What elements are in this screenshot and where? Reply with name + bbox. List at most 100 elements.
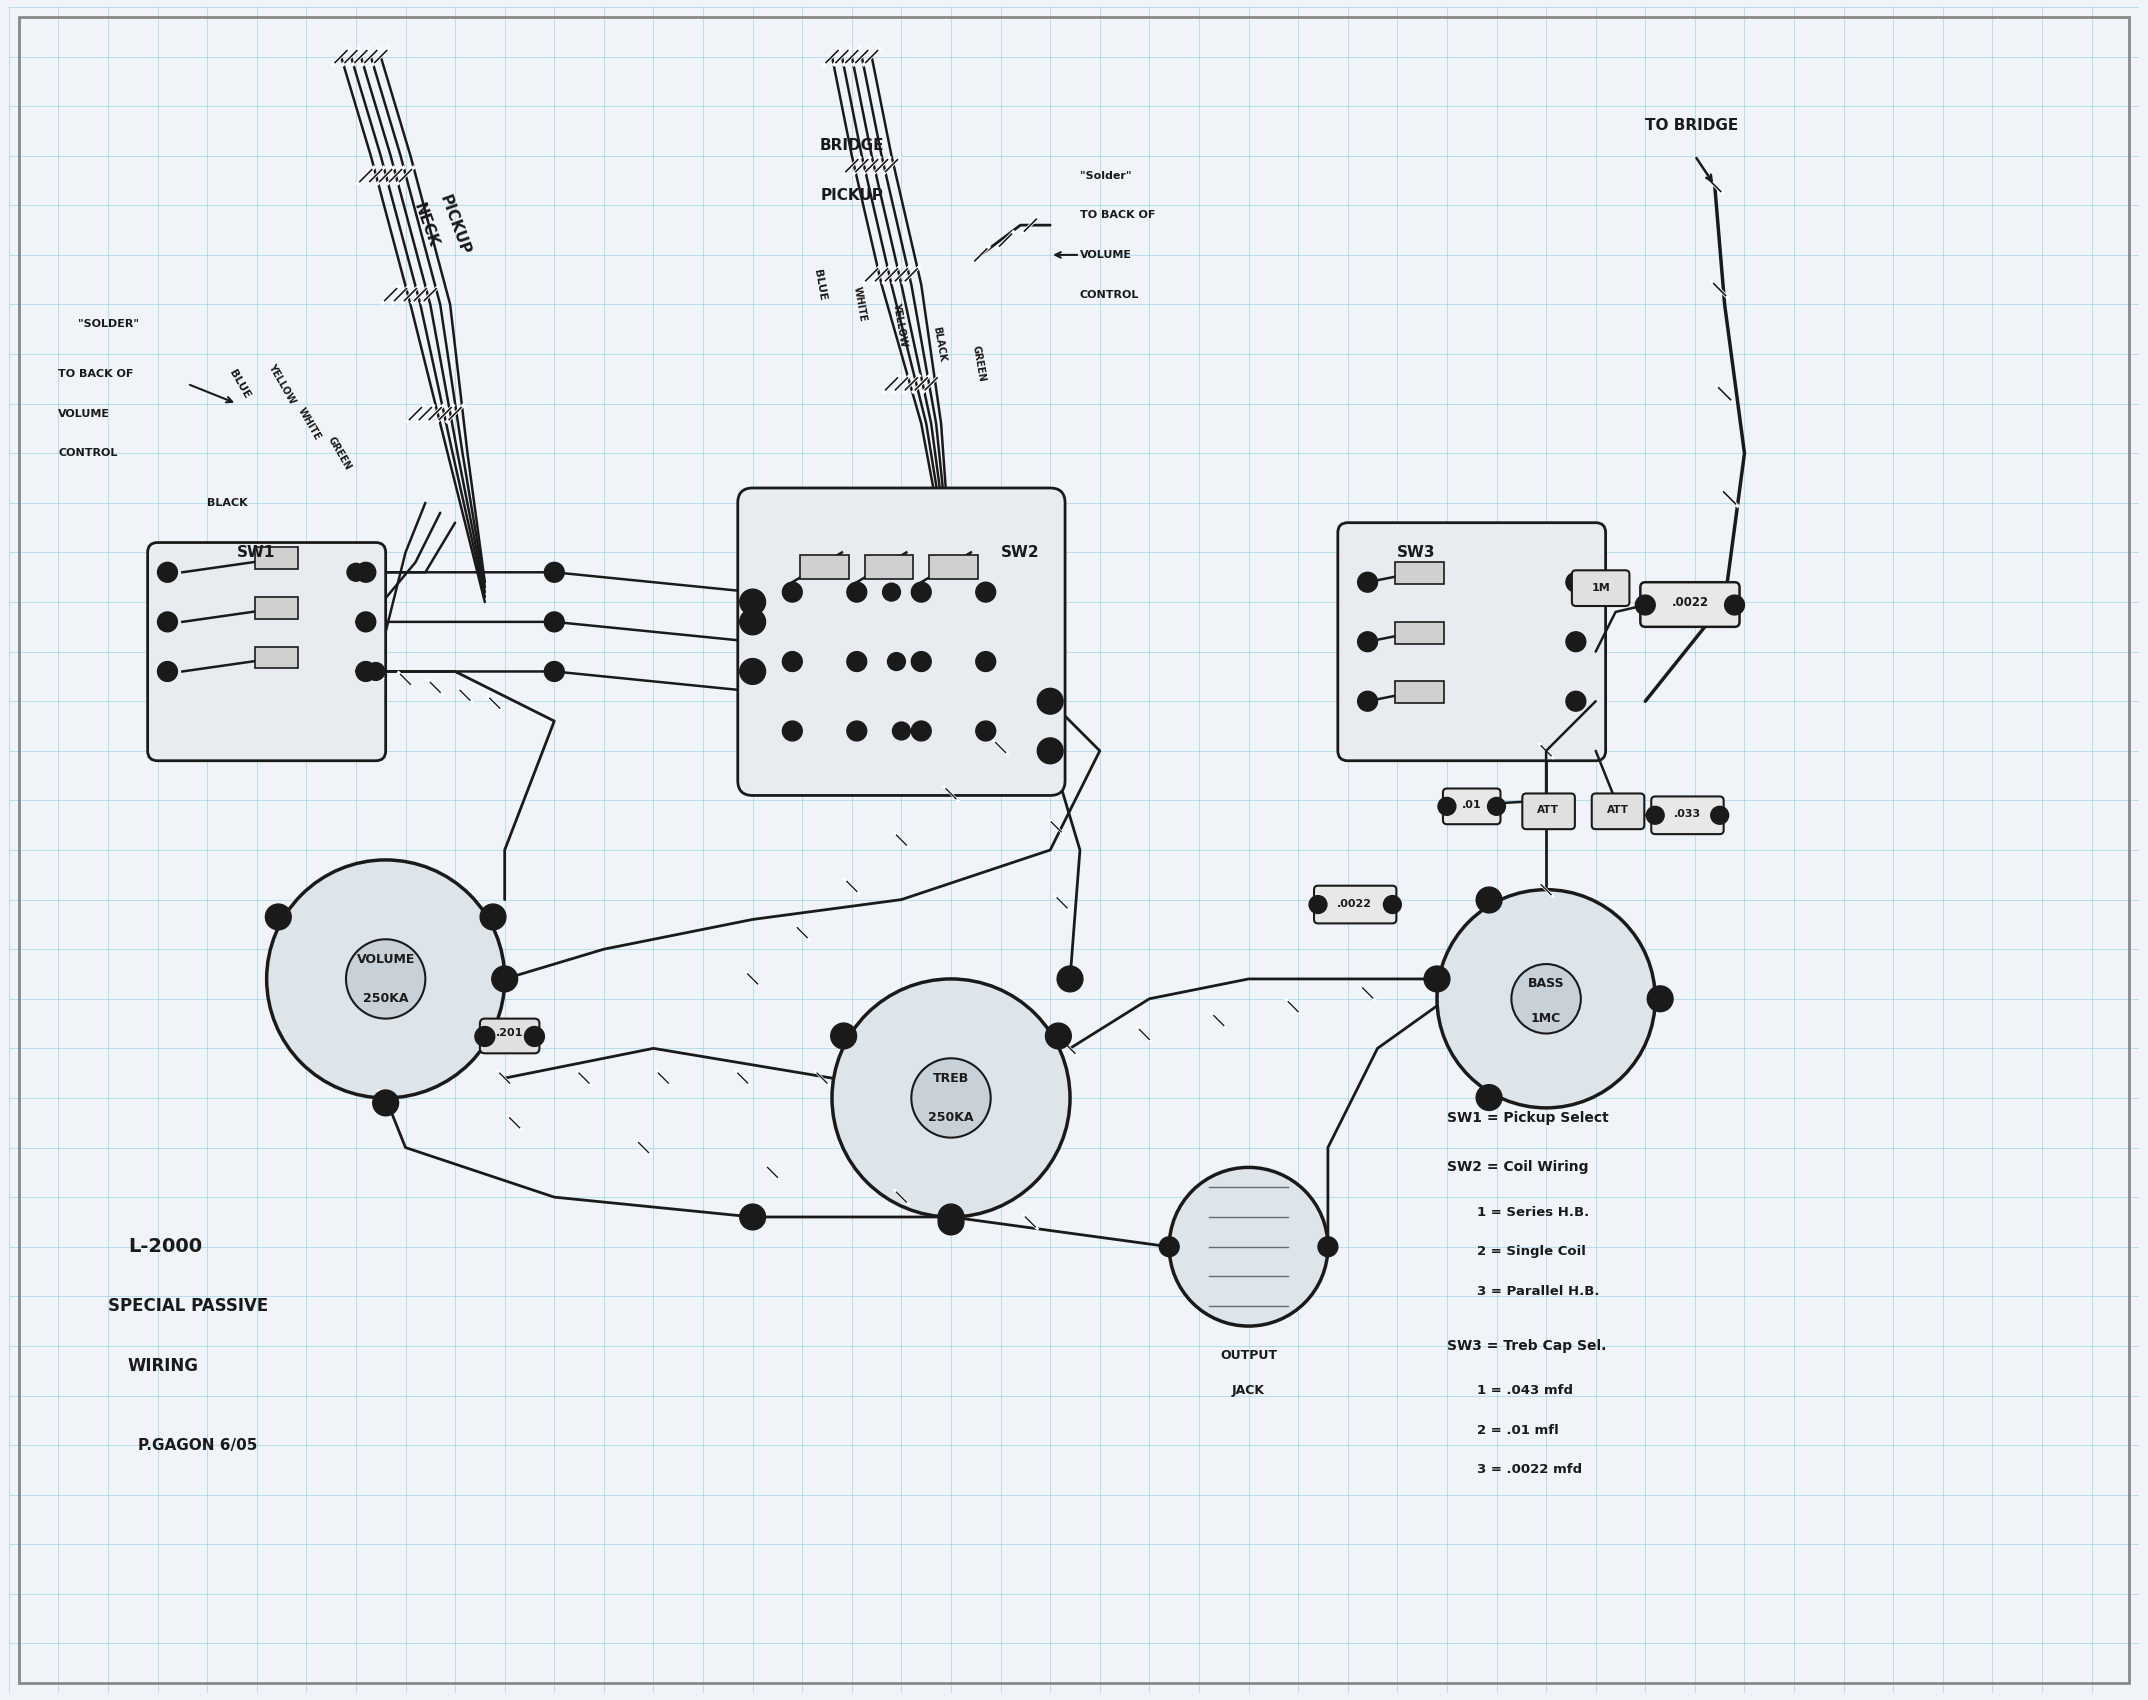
- Circle shape: [1645, 806, 1665, 824]
- FancyBboxPatch shape: [1396, 563, 1443, 585]
- Circle shape: [1424, 966, 1450, 991]
- Circle shape: [846, 581, 866, 602]
- Text: VOLUME: VOLUME: [58, 408, 110, 418]
- Text: BASS: BASS: [1527, 977, 1564, 991]
- Text: PICKUP: PICKUP: [821, 189, 883, 202]
- Circle shape: [975, 651, 997, 672]
- Circle shape: [367, 663, 384, 680]
- Text: 1M: 1M: [1592, 583, 1611, 593]
- Circle shape: [543, 563, 565, 581]
- Circle shape: [348, 563, 365, 581]
- Circle shape: [1037, 738, 1063, 763]
- Text: BLUE: BLUE: [812, 269, 827, 301]
- Circle shape: [782, 651, 801, 672]
- Text: TO BACK OF: TO BACK OF: [1080, 211, 1156, 221]
- Circle shape: [1566, 573, 1585, 592]
- Circle shape: [481, 904, 507, 930]
- Circle shape: [831, 979, 1070, 1217]
- Circle shape: [1160, 1238, 1179, 1256]
- FancyBboxPatch shape: [1652, 796, 1723, 835]
- Circle shape: [1635, 595, 1656, 615]
- Circle shape: [739, 590, 765, 615]
- FancyBboxPatch shape: [801, 556, 848, 580]
- Circle shape: [1057, 966, 1083, 991]
- Circle shape: [346, 940, 425, 1018]
- Text: .201: .201: [496, 1028, 524, 1039]
- Circle shape: [739, 658, 765, 685]
- Text: SW1 = Pickup Select: SW1 = Pickup Select: [1448, 1110, 1609, 1125]
- Circle shape: [357, 612, 376, 632]
- Circle shape: [1566, 632, 1585, 651]
- Text: TREB: TREB: [932, 1071, 969, 1085]
- Text: ATT: ATT: [1607, 806, 1628, 816]
- FancyBboxPatch shape: [866, 556, 913, 580]
- Circle shape: [357, 563, 376, 581]
- Text: WHITE: WHITE: [853, 286, 868, 323]
- Circle shape: [1566, 692, 1585, 711]
- Text: NECK: NECK: [410, 201, 440, 250]
- Circle shape: [939, 1204, 964, 1229]
- Text: SW2 = Coil Wiring: SW2 = Coil Wiring: [1448, 1161, 1587, 1175]
- Circle shape: [1319, 1238, 1338, 1256]
- Text: JACK: JACK: [1233, 1384, 1265, 1397]
- Circle shape: [1437, 889, 1656, 1108]
- FancyBboxPatch shape: [256, 547, 299, 570]
- Text: 1MC: 1MC: [1532, 1012, 1562, 1025]
- Circle shape: [266, 904, 292, 930]
- Circle shape: [846, 721, 866, 741]
- FancyBboxPatch shape: [1396, 622, 1443, 644]
- Circle shape: [1648, 986, 1673, 1011]
- FancyBboxPatch shape: [737, 488, 1065, 796]
- Text: BRIDGE: BRIDGE: [821, 138, 885, 153]
- Text: TO BACK OF: TO BACK OF: [58, 369, 133, 379]
- FancyBboxPatch shape: [256, 597, 299, 619]
- Circle shape: [357, 614, 374, 631]
- Circle shape: [157, 563, 178, 581]
- Text: SPECIAL PASSIVE: SPECIAL PASSIVE: [107, 1297, 268, 1316]
- Circle shape: [739, 1204, 765, 1229]
- Text: SW3: SW3: [1398, 546, 1435, 559]
- Text: P.GAGON 6/05: P.GAGON 6/05: [137, 1438, 258, 1452]
- Circle shape: [846, 651, 866, 672]
- Text: ATT: ATT: [1538, 806, 1559, 816]
- Text: SW1: SW1: [236, 546, 275, 559]
- Text: 3 = .0022 mfd: 3 = .0022 mfd: [1476, 1464, 1581, 1476]
- Circle shape: [894, 722, 911, 740]
- FancyBboxPatch shape: [1396, 682, 1443, 704]
- FancyBboxPatch shape: [479, 1018, 539, 1054]
- Circle shape: [357, 661, 376, 682]
- Text: VOLUME: VOLUME: [1080, 250, 1132, 260]
- Circle shape: [1037, 688, 1063, 714]
- Circle shape: [1489, 797, 1506, 816]
- Text: CONTROL: CONTROL: [1080, 289, 1138, 299]
- Circle shape: [975, 721, 997, 741]
- Circle shape: [157, 661, 178, 682]
- Circle shape: [1046, 1023, 1072, 1049]
- Circle shape: [975, 581, 997, 602]
- Circle shape: [782, 581, 801, 602]
- Text: 250KA: 250KA: [363, 993, 408, 1005]
- Circle shape: [543, 612, 565, 632]
- Text: CONTROL: CONTROL: [58, 449, 118, 459]
- Circle shape: [543, 661, 565, 682]
- Text: 250KA: 250KA: [928, 1112, 973, 1124]
- Circle shape: [1476, 887, 1501, 913]
- Text: BLACK: BLACK: [206, 498, 247, 508]
- FancyBboxPatch shape: [1641, 581, 1740, 627]
- Text: BLACK: BLACK: [932, 326, 947, 362]
- Circle shape: [1476, 1085, 1501, 1110]
- Text: YELLOW: YELLOW: [891, 301, 909, 347]
- Circle shape: [739, 609, 765, 634]
- FancyBboxPatch shape: [930, 556, 977, 580]
- Text: TO BRIDGE: TO BRIDGE: [1645, 119, 1738, 134]
- Text: YELLOW: YELLOW: [266, 362, 299, 406]
- FancyBboxPatch shape: [256, 646, 299, 668]
- Text: VOLUME: VOLUME: [357, 952, 415, 966]
- Text: WIRING: WIRING: [127, 1357, 200, 1375]
- Circle shape: [1383, 896, 1400, 913]
- Circle shape: [1437, 797, 1456, 816]
- Circle shape: [939, 1209, 964, 1234]
- FancyBboxPatch shape: [1523, 794, 1574, 830]
- Circle shape: [887, 653, 906, 670]
- Text: .01: .01: [1463, 801, 1482, 811]
